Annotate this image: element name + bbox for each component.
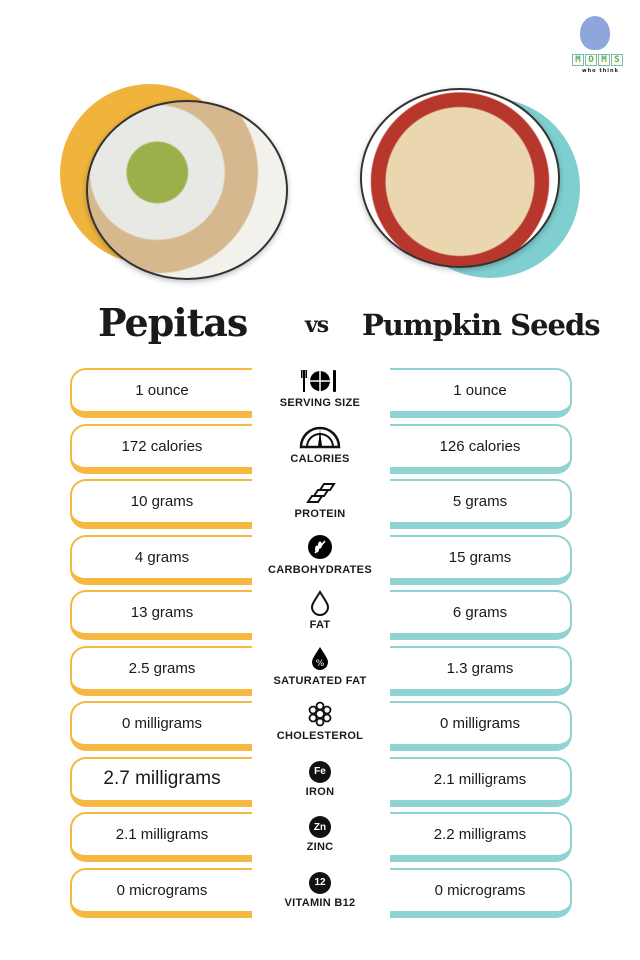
pumpkin-seeds-value: 6 grams	[390, 590, 572, 640]
comparison-row: 0 milligrams CHOLESTEROL 0 milligrams	[0, 701, 640, 751]
comparison-row: 2.1 milligrams Zn ZINC 2.2 milligrams	[0, 812, 640, 862]
nutrient-label-group: CARBOHYDRATES	[262, 534, 378, 576]
nutrient-label-group: Zn ZINC	[262, 814, 378, 853]
protein-strand-icon	[300, 479, 340, 510]
pumpkin-seeds-value: 2.1 milligrams	[390, 756, 572, 807]
comparison-row: 4 grams CARBOHYDRATES 15 grams	[0, 534, 640, 585]
comparison-row: 2.5 grams % SATURATED FAT 1.3 grams	[0, 645, 640, 696]
b12-icon: 12	[309, 871, 331, 894]
pepitas-value: 172 calories	[70, 423, 252, 474]
nutrient-label: FAT	[309, 619, 331, 631]
pepitas-value: 2.7 milligrams	[70, 756, 252, 807]
bird-icon	[580, 16, 610, 50]
pepitas-photo	[86, 100, 288, 280]
pumpkin-seeds-value: 2.2 milligrams	[390, 812, 572, 862]
comparison-row: 10 grams PROTEIN 5 grams	[0, 479, 640, 529]
zn-icon: Zn	[309, 816, 331, 838]
nutrient-label: CARBOHYDRATES	[268, 563, 372, 576]
left-title: Pepitas	[98, 300, 248, 345]
nutrient-label-group: CALORIES	[262, 426, 378, 465]
comparison-row: 1 ounce SERVING SIZE 1 ounce	[0, 368, 640, 418]
drop-icon	[309, 589, 331, 621]
nutrient-label: SERVING SIZE	[279, 397, 361, 409]
nutrient-label-group: % SATURATED FAT	[262, 645, 378, 687]
nutrient-label-group: 12 VITAMIN B12	[262, 870, 378, 909]
pepitas-value: 0 micrograms	[70, 867, 252, 918]
nutrient-label: CHOLESTEROL	[276, 730, 364, 742]
pumpkin-seeds-value: 0 milligrams	[390, 701, 572, 751]
pepitas-value: 2.1 milligrams	[70, 812, 252, 862]
gauge-icon	[298, 423, 342, 454]
comparison-row: 2.7 milligrams Fe IRON 2.1 milligrams	[0, 756, 640, 807]
comparison-row: 172 calories CALORIES 126 calories	[0, 423, 640, 474]
nutrient-label: IRON	[305, 785, 335, 798]
pumpkin-seeds-value: 1.3 grams	[390, 645, 572, 696]
pepitas-value: 1 ounce	[70, 368, 252, 418]
molecule-icon	[307, 701, 333, 732]
pepitas-value: 4 grams	[70, 534, 252, 585]
pepitas-value: 10 grams	[70, 479, 252, 529]
fe-icon: Fe	[309, 760, 331, 783]
pumpkin-seeds-value: 126 calories	[390, 423, 572, 474]
right-title: Pumpkin Seeds	[362, 308, 601, 342]
pepitas-value: 0 milligrams	[70, 701, 252, 751]
nutrient-label-group: FAT	[262, 589, 378, 631]
pumpkin-seeds-photo	[360, 88, 560, 268]
pepitas-value: 13 grams	[70, 590, 252, 640]
vs-label: vs	[305, 312, 329, 338]
comparison-row: 13 grams FAT 6 grams	[0, 589, 640, 640]
nutrient-label: CALORIES	[290, 452, 350, 465]
pumpkin-seeds-value: 1 ounce	[390, 368, 572, 418]
nutrient-label: SATURATED FAT	[273, 674, 367, 687]
nutrient-label-group: PROTEIN	[262, 481, 378, 520]
percent-drop-icon: %	[309, 645, 331, 676]
comparison-row: 0 micrograms 12 VITAMIN B12 0 micrograms	[0, 867, 640, 918]
plate-cutlery-icon	[300, 368, 340, 399]
pumpkin-seeds-value: 5 grams	[390, 479, 572, 529]
nutrient-label-group: SERVING SIZE	[262, 368, 378, 409]
nutrient-label-group: CHOLESTEROL	[262, 701, 378, 742]
pepitas-value: 2.5 grams	[70, 645, 252, 696]
svg-text:%: %	[316, 659, 325, 669]
nutrient-label: PROTEIN	[294, 508, 346, 520]
nutrient-label: ZINC	[306, 841, 334, 853]
wheat-icon	[307, 534, 333, 565]
nutrient-label-group: Fe IRON	[262, 759, 378, 798]
pumpkin-seeds-value: 0 micrograms	[390, 867, 572, 918]
pumpkin-seeds-value: 15 grams	[390, 534, 572, 585]
nutrient-label: VITAMIN B12	[284, 896, 356, 909]
